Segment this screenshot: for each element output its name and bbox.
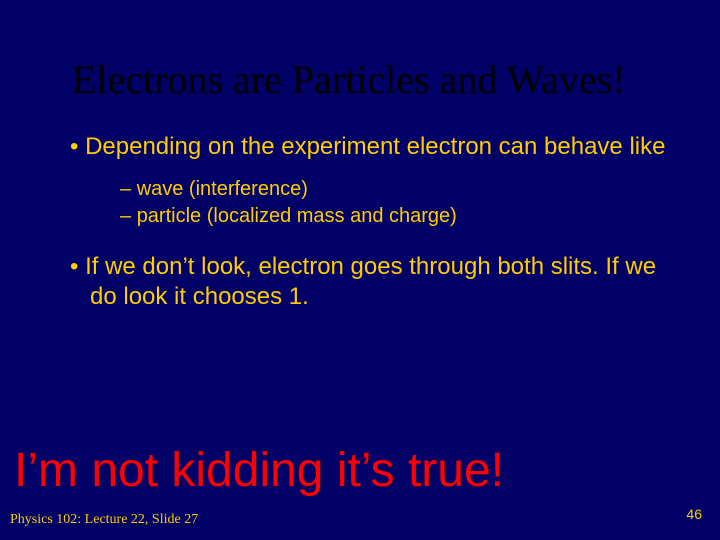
footer-lecture-info: Physics 102: Lecture 22, Slide 27 bbox=[10, 512, 198, 528]
emphasis-text: I’m not kidding it’s true! bbox=[14, 443, 504, 498]
slide-title: Electrons are Particles and Waves! bbox=[0, 0, 720, 102]
sub-bullet-text: wave (interference) bbox=[137, 178, 308, 200]
bullet-item: If we don’t look, electron goes through … bbox=[50, 252, 670, 312]
bullet-item: Depending on the experiment electron can… bbox=[50, 132, 670, 162]
sub-bullet-item: particle (localized mass and charge) bbox=[120, 203, 670, 230]
slide-body: Depending on the experiment electron can… bbox=[0, 102, 720, 312]
bullet-text: If we don’t look, electron goes through … bbox=[85, 253, 656, 310]
sub-bullet-item: wave (interference) bbox=[120, 176, 670, 203]
footer-page-number: 46 bbox=[686, 506, 702, 522]
bullet-text: Depending on the experiment electron can… bbox=[85, 133, 665, 160]
sub-bullet-group: wave (interference) particle (localized … bbox=[50, 172, 670, 252]
slide: Electrons are Particles and Waves! Depen… bbox=[0, 0, 720, 540]
sub-bullet-text: particle (localized mass and charge) bbox=[137, 205, 457, 227]
